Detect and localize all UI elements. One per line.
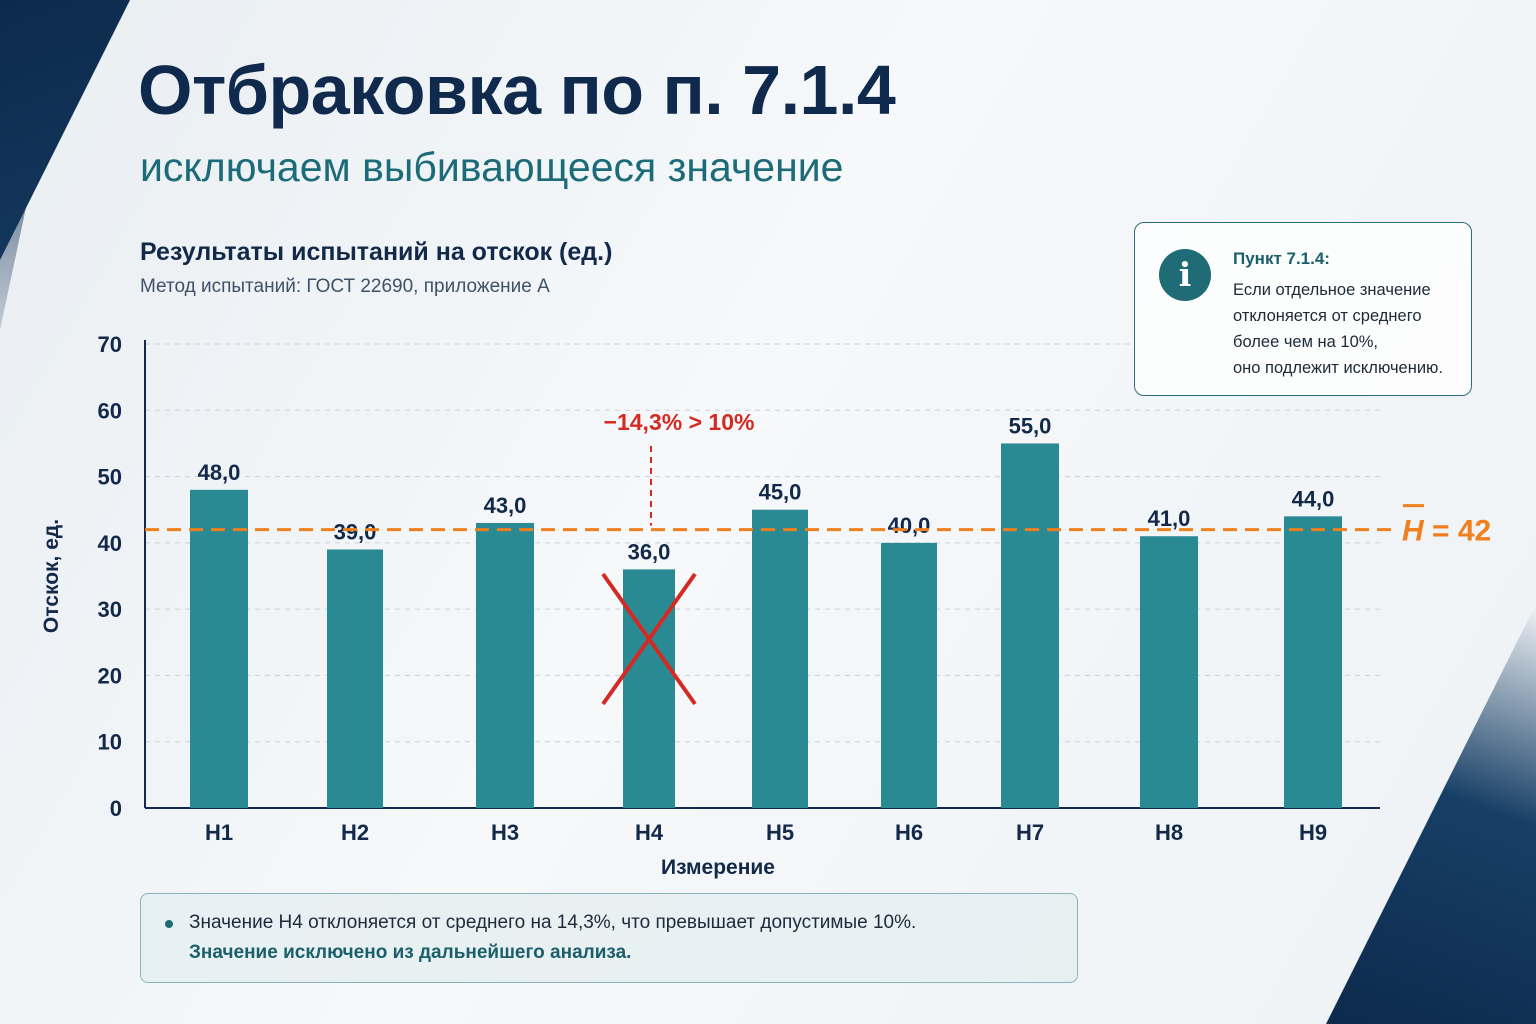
note-conclusion: Значение исключено из дальнейшего анализ… bbox=[189, 942, 632, 963]
info-line: Если отдельное значение bbox=[1233, 281, 1431, 299]
y-tick-label: 30 bbox=[98, 597, 122, 622]
data-label: 44,0 bbox=[1292, 486, 1335, 511]
y-tick-label: 50 bbox=[98, 465, 122, 490]
bar bbox=[881, 542, 937, 808]
page-title: Отбраковка по п. 7.1.4 bbox=[138, 51, 896, 129]
y-tick-label: 20 bbox=[98, 663, 122, 688]
bar bbox=[476, 522, 534, 808]
x-tick-label: Н2 bbox=[341, 820, 369, 845]
data-label: 39,0 bbox=[334, 519, 377, 544]
bar bbox=[327, 549, 383, 808]
bar bbox=[1284, 516, 1342, 808]
data-label: 40,0 bbox=[888, 513, 931, 538]
page-subtitle: исключаем выбивающееся значение bbox=[140, 144, 844, 190]
x-tick-label: Н1 bbox=[205, 820, 233, 845]
y-tick-label: 70 bbox=[98, 332, 122, 357]
data-label: 45,0 bbox=[759, 480, 802, 505]
info-line: отклоняется от среднего bbox=[1233, 307, 1422, 325]
data-label: 48,0 bbox=[198, 460, 241, 485]
data-label: 41,0 bbox=[1148, 506, 1191, 531]
info-line: более чем на 10%, bbox=[1233, 333, 1379, 351]
data-label: 43,0 bbox=[484, 493, 527, 518]
y-axis-title: Отскок, ед. bbox=[40, 519, 63, 633]
x-tick-label: Н3 bbox=[491, 820, 519, 845]
x-tick-label: Н7 bbox=[1016, 820, 1044, 845]
info-icon: i bbox=[1159, 249, 1211, 301]
x-tick-label: Н9 bbox=[1299, 820, 1327, 845]
conclusion-note: Значение Н4 отклоняется от среднего на 1… bbox=[140, 893, 1078, 983]
deviation-label: −14,3% > 10% bbox=[604, 409, 755, 435]
bar bbox=[623, 569, 675, 808]
x-axis-title: Измерение bbox=[661, 856, 775, 879]
bar bbox=[1001, 443, 1059, 808]
y-tick-label: 40 bbox=[98, 531, 122, 556]
info-line: оно подлежит исключению. bbox=[1233, 359, 1444, 377]
x-tick-label: Н5 bbox=[766, 820, 794, 845]
info-text: Если отдельное значение отклоняется от с… bbox=[1233, 277, 1465, 381]
bar bbox=[1140, 536, 1198, 808]
bar bbox=[752, 509, 808, 808]
y-tick-label: 60 bbox=[98, 398, 122, 423]
x-tick-label: Н6 bbox=[895, 820, 923, 845]
bullet-icon bbox=[165, 920, 173, 928]
x-tick-label: Н8 bbox=[1155, 820, 1183, 845]
chart-subtitle: Метод испытаний: ГОСТ 22690, приложение … bbox=[140, 276, 550, 297]
chart-title: Результаты испытаний на отскок (ед.) bbox=[140, 238, 613, 266]
mean-label: H = 42 bbox=[1402, 515, 1491, 548]
data-label: 55,0 bbox=[1009, 413, 1052, 438]
x-tick-label: Н4 bbox=[635, 820, 664, 845]
bar bbox=[190, 489, 248, 808]
y-tick-label: 10 bbox=[98, 730, 122, 755]
reject-cross-line bbox=[601, 572, 697, 706]
info-heading: Пункт 7.1.4: bbox=[1233, 249, 1330, 268]
data-label: 36,0 bbox=[628, 539, 671, 564]
info-box: i Пункт 7.1.4: Если отдельное значение о… bbox=[1134, 222, 1472, 396]
y-tick-label: 0 bbox=[110, 796, 122, 821]
note-text: Значение Н4 отклоняется от среднего на 1… bbox=[189, 912, 917, 933]
